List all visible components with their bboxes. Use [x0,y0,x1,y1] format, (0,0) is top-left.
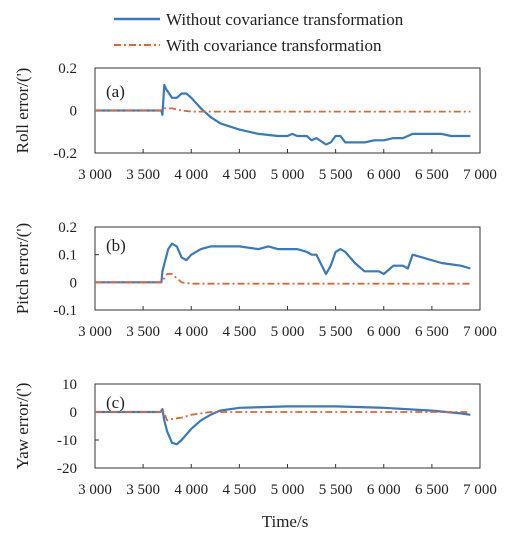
xticks-roll: 3 000 3 500 4 000 4 500 5 000 5 500 6 000 6 500… [78,149,497,183]
xtick-label: 6 500 [415,167,449,183]
xtick-label: 4 000 [174,482,208,498]
xtick-label: 6 500 [415,482,449,498]
axes-frame-yaw [94,383,481,469]
xtick-label: 6 000 [367,167,401,183]
yticks-yaw: -20 -10 0 10 [57,377,99,477]
legend: Without covariance transformation With c… [114,10,404,55]
xtick-label: 3 500 [126,167,160,183]
xtick-label: 5 000 [271,167,305,183]
xticks-pitch: 3 000 3 500 4 000 4 500 5 000 5 500 6 000 6 500… [78,306,497,340]
series-line-pitch-without [95,242,471,284]
panel-yaw: (c) Yaw error/(') -20 -10 0 10 3 000 3 500 4 … [13,377,497,498]
xtick-label: 5 500 [319,482,353,498]
xtick-label: 6 000 [367,482,401,498]
ytick-label: -0.1 [53,303,77,319]
ytick-label: 10 [62,377,77,393]
xtick-label: 5 000 [271,482,305,498]
xticks-yaw: 3 000 3 500 4 000 4 500 5 000 5 500 6 000 6 500… [78,464,497,498]
xtick-label: 4 500 [223,167,257,183]
panel-roll: (a) Roll error/(') -0.2 0 0.2 3 000 3 500 4 … [13,61,497,183]
xtick-label: 4 000 [174,167,208,183]
series-line-roll-without [95,83,471,146]
ytick-label: 0.2 [58,220,77,236]
xtick-label: 7 000 [463,482,497,498]
x-axis-label: Time/s [262,512,309,531]
xtick-label: 5 500 [319,324,353,340]
panel-label-c: (c) [106,393,125,412]
xtick-label: 5 500 [319,167,353,183]
xtick-label: 4 000 [174,324,208,340]
xtick-label: 3 000 [78,324,112,340]
series-roll [95,83,471,146]
axes-frame-pitch [94,226,481,311]
xtick-label: 3 500 [126,482,160,498]
xtick-label: 5 000 [271,324,305,340]
legend-label-with: With covariance transformation [166,36,382,55]
xtick-label: 3 000 [78,167,112,183]
xtick-label: 3 500 [126,324,160,340]
ytick-label: -20 [57,461,77,477]
yticks-roll: -0.2 0 0.2 [53,61,99,162]
panel-label-b: (b) [106,236,126,255]
ylabel-pitch: Pitch error/(') [13,223,32,314]
ytick-label: -0.2 [53,146,77,162]
series-line-pitch-with [95,273,471,285]
ylabel-yaw: Yaw error/(') [13,383,32,470]
ytick-label: 0.2 [58,61,77,77]
xtick-label: 6 500 [415,324,449,340]
xtick-label: 6 000 [367,324,401,340]
series-line-roll-with [95,107,471,113]
ytick-label: 0 [70,275,78,291]
series-line-yaw-with [95,408,471,422]
xtick-label: 4 500 [223,482,257,498]
yticks-pitch: -0.1 0 0.1 0.2 [53,220,99,319]
xtick-label: 4 500 [223,324,257,340]
xtick-label: 7 000 [463,167,497,183]
xtick-label: 7 000 [463,324,497,340]
xtick-label: 3 000 [78,482,112,498]
series-yaw [95,405,471,446]
panel-label-a: (a) [106,82,125,101]
legend-label-without: Without covariance transformation [166,10,404,29]
ylabel-roll: Roll error/(') [13,68,32,154]
ytick-label: 0 [70,405,78,421]
ytick-label: 0.1 [58,248,77,264]
ytick-label: -10 [57,433,77,449]
ytick-label: 0 [70,104,78,120]
panel-pitch: (b) Pitch error/(') -0.1 0 0.1 0.2 3 000 3 5… [13,220,497,340]
series-pitch [95,242,471,285]
